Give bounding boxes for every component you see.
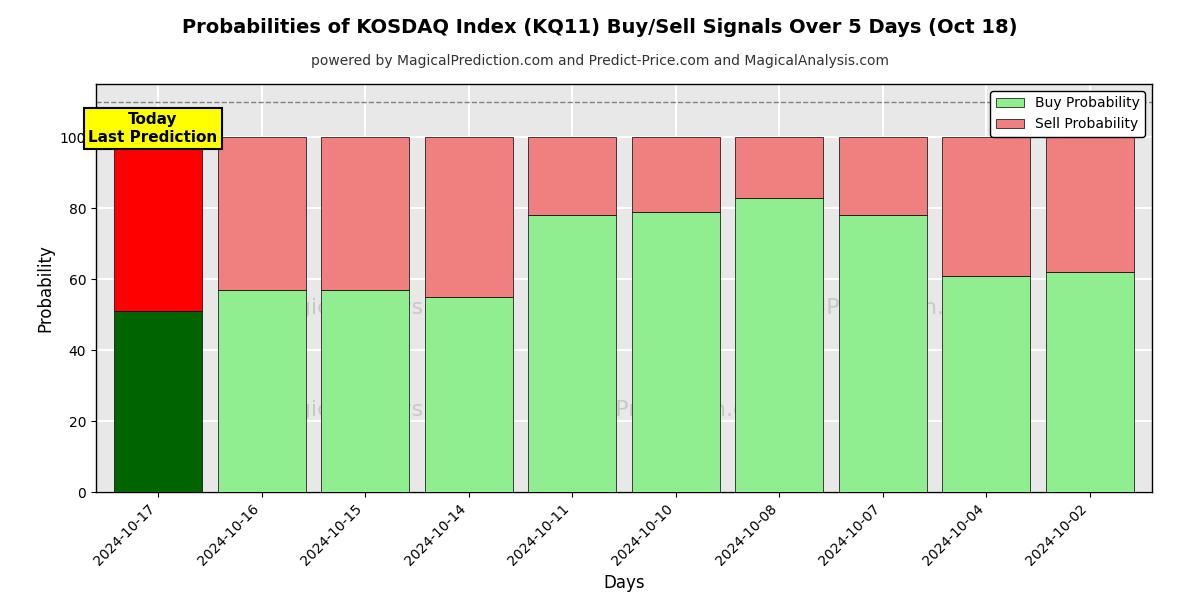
Bar	[114, 137, 202, 311]
Text: MagicalAnalysis.com: MagicalAnalysis.com	[265, 298, 497, 319]
Y-axis label: Probability: Probability	[36, 244, 54, 332]
Bar	[942, 137, 1031, 275]
Bar	[217, 137, 306, 290]
Text: Probabilities of KOSDAQ Index (KQ11) Buy/Sell Signals Over 5 Days (Oct 18): Probabilities of KOSDAQ Index (KQ11) Buy…	[182, 18, 1018, 37]
Text: MagicalPrediction.com: MagicalPrediction.com	[530, 400, 781, 421]
Bar	[631, 212, 720, 492]
Bar	[217, 290, 306, 492]
Text: MagicalPrediction.com: MagicalPrediction.com	[742, 298, 992, 319]
Bar	[1046, 272, 1134, 492]
Text: Today
Last Prediction: Today Last Prediction	[89, 112, 217, 145]
Bar	[736, 137, 823, 197]
X-axis label: Days: Days	[604, 574, 644, 592]
Bar	[425, 297, 512, 492]
Bar	[322, 290, 409, 492]
Text: powered by MagicalPrediction.com and Predict-Price.com and MagicalAnalysis.com: powered by MagicalPrediction.com and Pre…	[311, 54, 889, 68]
Bar	[839, 215, 926, 492]
Bar	[425, 137, 512, 297]
Bar	[839, 137, 926, 215]
Bar	[736, 197, 823, 492]
Bar	[528, 215, 617, 492]
Legend: Buy Probability, Sell Probability: Buy Probability, Sell Probability	[990, 91, 1145, 137]
Bar	[528, 137, 617, 215]
Bar	[1046, 137, 1134, 272]
Bar	[322, 137, 409, 290]
Bar	[631, 137, 720, 212]
Bar	[114, 311, 202, 492]
Bar	[942, 275, 1031, 492]
Text: MagicalAnalysis.com: MagicalAnalysis.com	[265, 400, 497, 421]
